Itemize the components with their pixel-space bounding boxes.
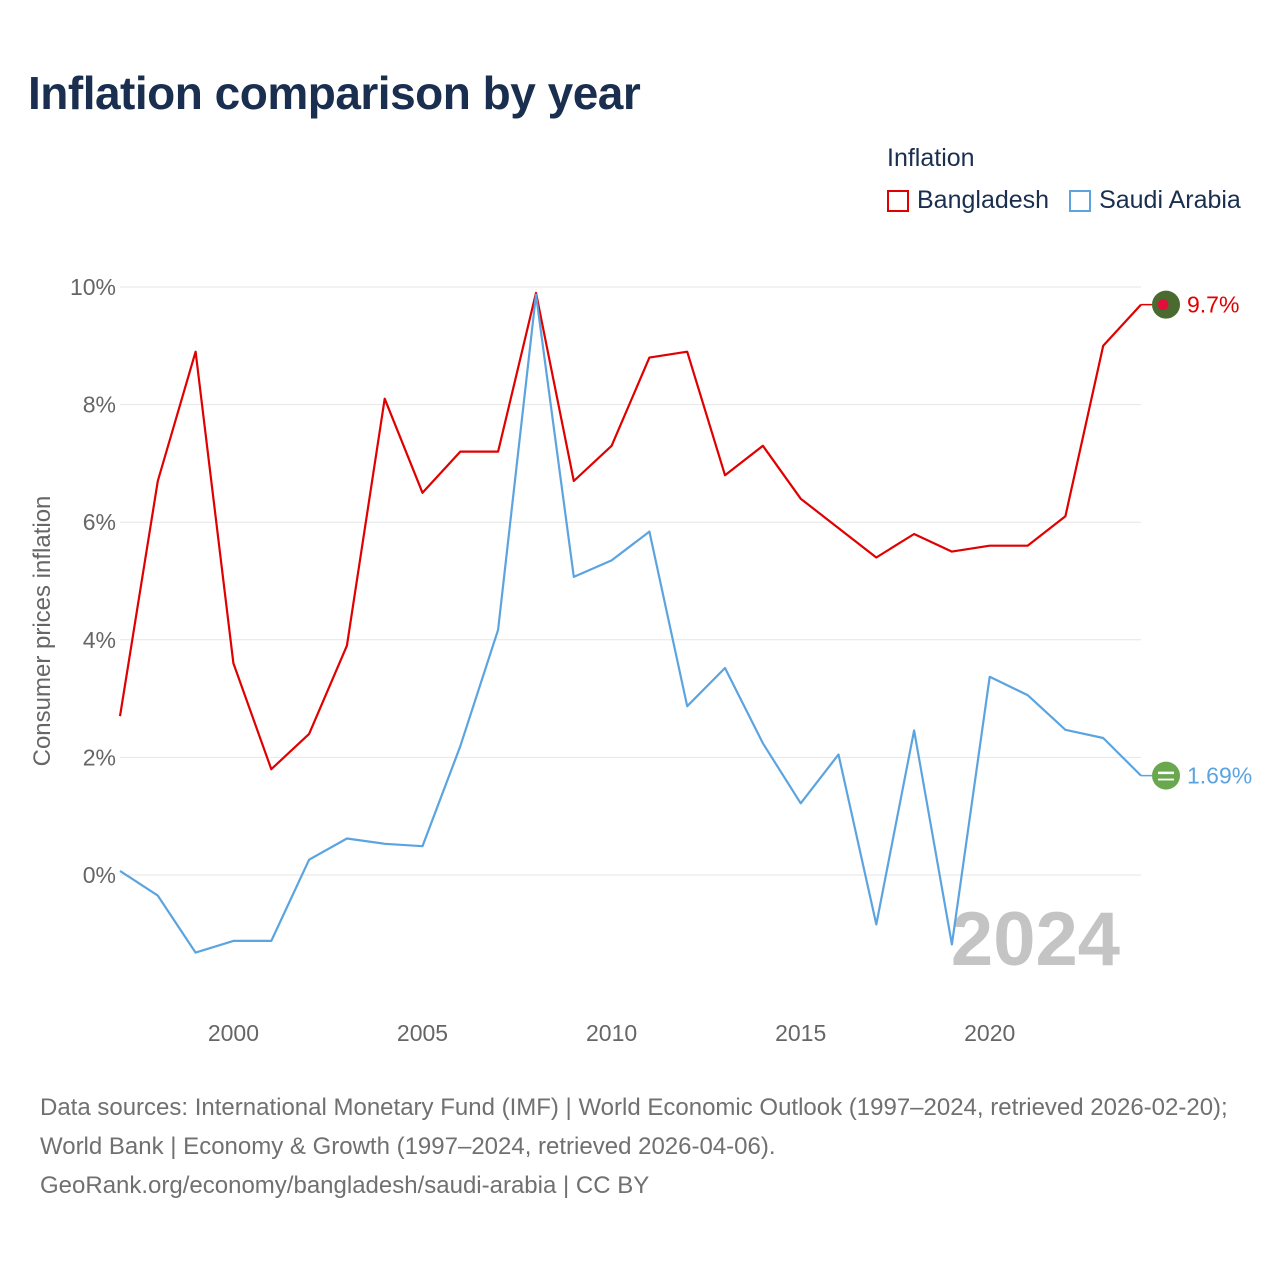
legend-item-bangladesh[interactable]: Bangladesh xyxy=(887,186,1049,215)
end-label-bangladesh: 9.7% xyxy=(1187,292,1239,318)
y-tick-label: 0% xyxy=(83,862,116,888)
end-label-saudi-arabia: 1.69% xyxy=(1187,763,1252,789)
credit-text: GeoRank.org/economy/bangladesh/saudi-ara… xyxy=(40,1172,650,1199)
legend-swatch-bangladesh xyxy=(887,189,909,212)
footer: Data sources: International Monetary Fun… xyxy=(40,1088,1250,1205)
y-tick-label: 8% xyxy=(83,392,116,418)
saudi-arabia-flag-sword xyxy=(1158,778,1174,781)
x-tick-label: 2020 xyxy=(964,1020,1015,1046)
y-axis-label: Consumer prices inflation xyxy=(29,496,56,767)
x-tick-label: 2010 xyxy=(586,1020,637,1046)
saudi-arabia-flag-script xyxy=(1158,771,1174,775)
legend: Bangladesh Saudi Arabia xyxy=(887,186,1241,215)
legend-item-saudi-arabia[interactable]: Saudi Arabia xyxy=(1069,186,1241,215)
year-watermark: 2024 xyxy=(951,897,1120,982)
data-sources-text: Data sources: International Monetary Fun… xyxy=(40,1094,1228,1160)
y-tick-label: 4% xyxy=(83,627,116,653)
saudi-arabia-flag-icon xyxy=(1152,761,1180,790)
x-tick-label: 2015 xyxy=(775,1020,826,1046)
legend-swatch-saudi-arabia xyxy=(1069,189,1092,212)
y-tick-label: 2% xyxy=(83,744,116,770)
series-line-bangladesh xyxy=(118,291,1142,771)
y-tick-label: 6% xyxy=(83,509,116,535)
x-tick-label: 2000 xyxy=(208,1020,259,1046)
bangladesh-flag-disc xyxy=(1157,299,1169,311)
x-tick-label: 2005 xyxy=(397,1020,448,1046)
legend-label-saudi-arabia: Saudi Arabia xyxy=(1099,186,1241,214)
legend-title: Inflation xyxy=(887,144,975,172)
legend-label-bangladesh: Bangladesh xyxy=(917,186,1050,214)
series-line-saudi-arabia xyxy=(119,293,1142,954)
y-tick-label: 10% xyxy=(70,274,116,300)
page-title: Inflation comparison by year xyxy=(28,67,641,119)
